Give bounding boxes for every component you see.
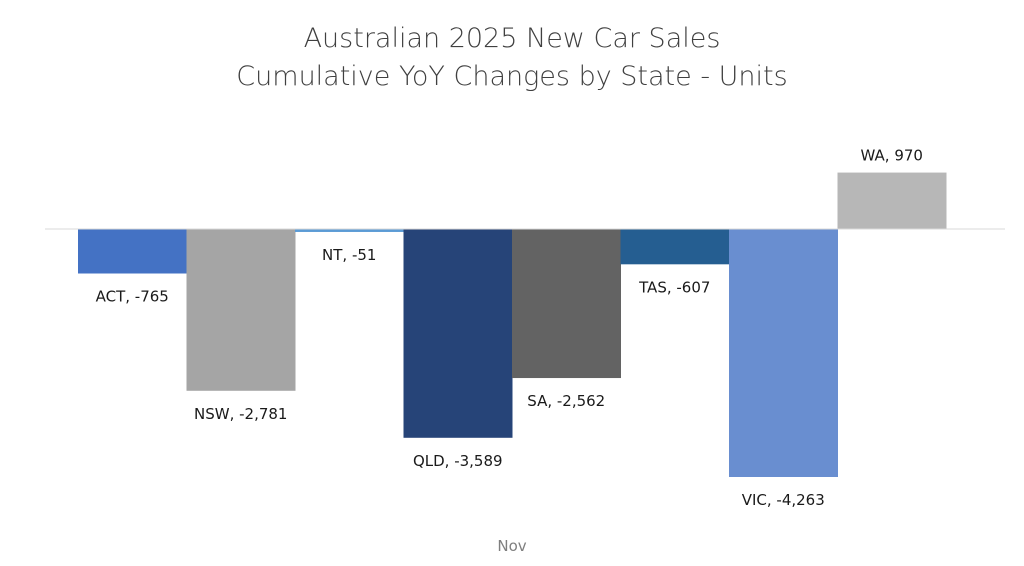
chart-title-line-1: Australian 2025 New Car Sales [304, 23, 721, 54]
data-label-nsw: NSW, -2,781 [194, 405, 287, 423]
data-label-tas: TAS, -607 [638, 278, 710, 296]
bar-tas [620, 229, 730, 265]
bar-qld [403, 229, 513, 438]
data-labels: ACT, -765 NSW, -2,781 NT, -51 QLD, -3,589 SA… [96, 147, 923, 509]
data-label-act: ACT, -765 [96, 288, 169, 306]
data-label-qld: QLD, -3,589 [413, 452, 503, 470]
bar-nsw [186, 229, 296, 391]
bar-wa [837, 172, 947, 229]
data-label-nt: NT, -51 [322, 246, 376, 264]
chart-title-line-2: Cumulative YoY Changes by State - Units [236, 61, 787, 92]
bar-act [78, 229, 187, 274]
data-label-wa: WA, 970 [861, 147, 923, 165]
data-label-sa: SA, -2,562 [527, 392, 605, 410]
bar-sa [512, 229, 621, 379]
category-label: Nov [497, 537, 526, 555]
bar-nt [295, 229, 404, 232]
data-label-vic: VIC, -4,263 [742, 491, 825, 509]
bars [78, 172, 947, 477]
bar-vic [729, 229, 838, 477]
